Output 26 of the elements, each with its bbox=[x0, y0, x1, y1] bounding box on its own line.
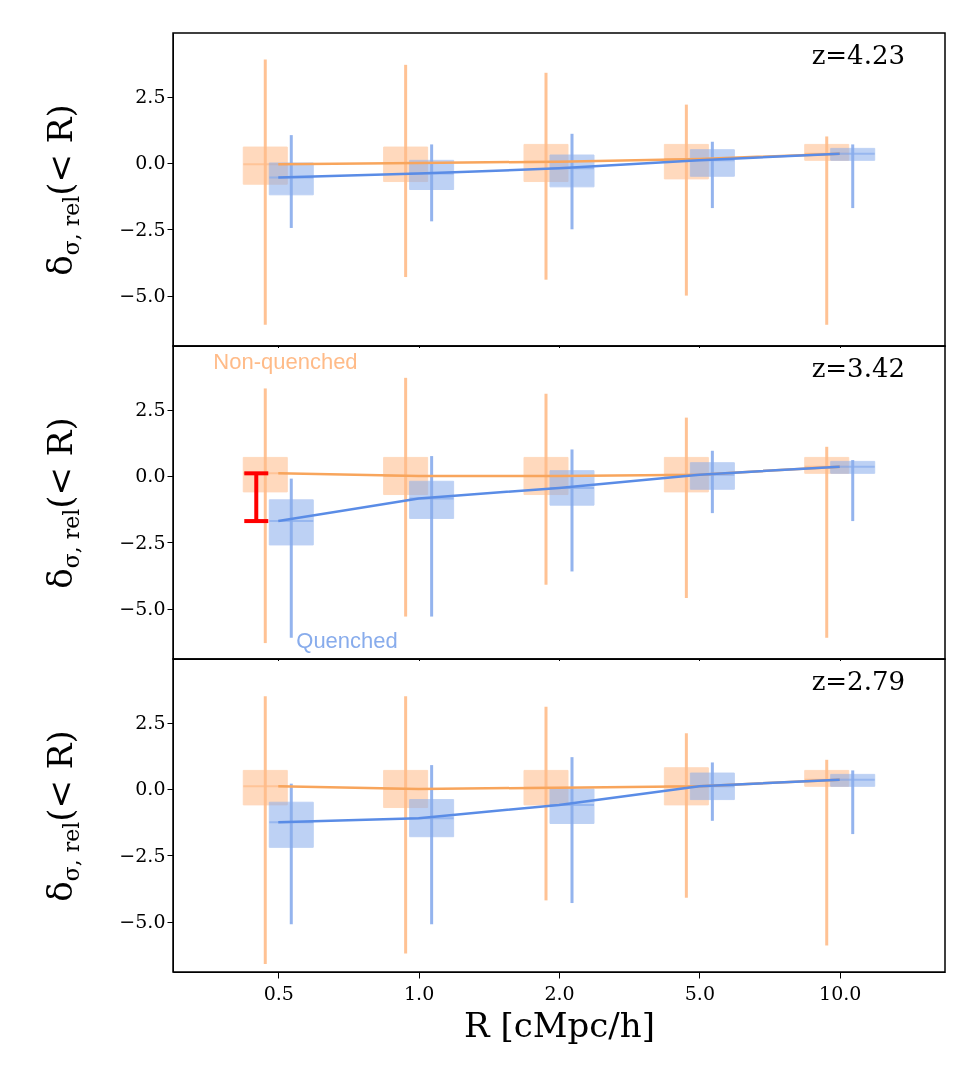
y-tick-label: 2.5 bbox=[135, 711, 166, 734]
y-tick-label: −5.0 bbox=[119, 910, 166, 933]
x-tick-label: 0.5 bbox=[263, 981, 294, 1004]
x-tick-label: 2.0 bbox=[544, 981, 575, 1004]
annotation: z=3.42 bbox=[811, 353, 905, 383]
y-tick-label: −2.5 bbox=[119, 530, 166, 553]
x-axis-title: R [cMpc/h] bbox=[464, 1004, 655, 1045]
line-series bbox=[277, 778, 841, 824]
y-tick-label: −5.0 bbox=[119, 284, 166, 307]
x-tick-label: 1.0 bbox=[404, 981, 435, 1004]
y-tick-label: −2.5 bbox=[119, 843, 166, 866]
x-tick-label: 5.0 bbox=[684, 981, 715, 1004]
annotation: z=2.79 bbox=[811, 666, 905, 696]
y-tick-label: 2.5 bbox=[135, 398, 166, 421]
y-tick-label: 2.5 bbox=[135, 85, 166, 108]
y-tick-label: 0.0 bbox=[135, 464, 166, 487]
y-tick-label: 0.0 bbox=[135, 777, 166, 800]
x-tick-label: 10.0 bbox=[819, 981, 862, 1004]
annotation: z=4.23 bbox=[811, 40, 905, 70]
line-series bbox=[277, 465, 841, 523]
text: Non-quenched bbox=[213, 349, 358, 374]
text: Quenched bbox=[296, 628, 398, 653]
y-tick-label: −5.0 bbox=[119, 597, 166, 620]
y-tick-label: 0.0 bbox=[135, 151, 166, 174]
y-tick-label: −2.5 bbox=[119, 217, 166, 240]
line-series bbox=[277, 152, 841, 179]
